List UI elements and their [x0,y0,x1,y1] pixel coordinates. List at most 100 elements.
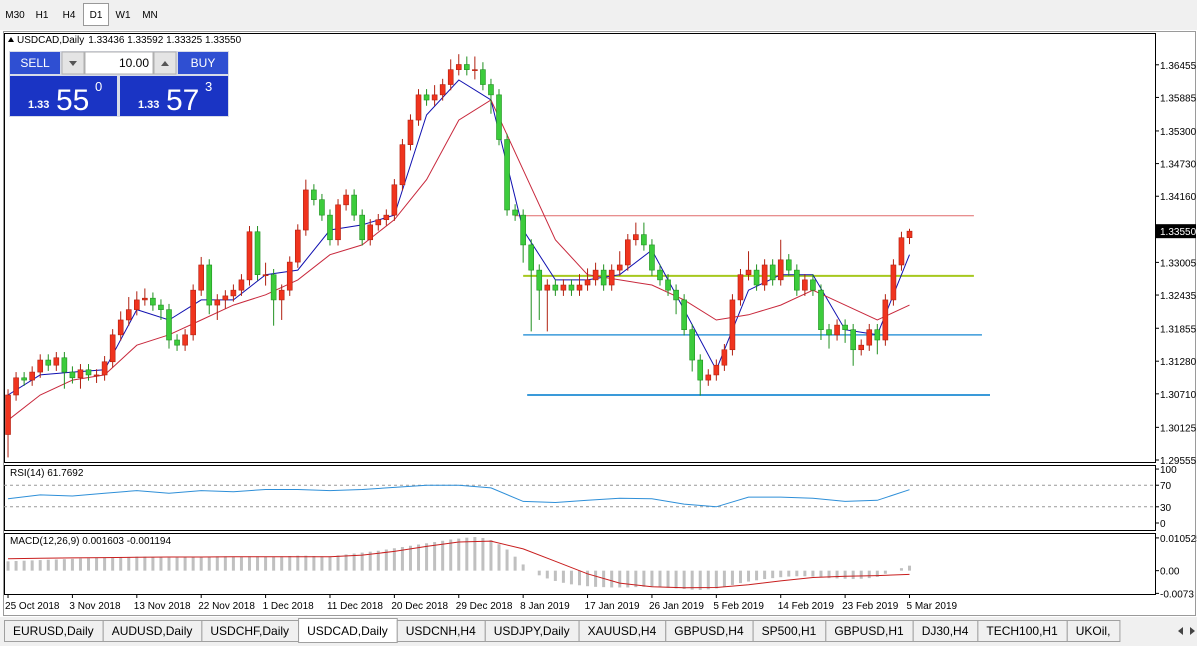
tab-label[interactable]: USDJPY,Daily [494,624,570,638]
tab-label[interactable]: TECH100,H1 [986,624,1058,638]
timeframe-button[interactable] [137,3,163,26]
ask-box[interactable] [120,76,228,116]
candle-body [37,359,44,373]
macd-bar [264,556,268,571]
timeframe-button[interactable] [29,3,55,26]
y-tick-label: 1.34730 [1160,160,1197,171]
x-tick-label: 20 Dec 2018 [391,601,448,612]
buy-button[interactable] [178,52,228,74]
candle-body [769,264,776,281]
macd-bar [690,570,694,590]
tab-label[interactable]: USDCAD,Daily [307,624,388,638]
candle-body [294,229,301,263]
y-tick-label: 100 [1160,465,1177,476]
trade-panel: SELL 10.00 BUY 1.33 55 0 1.33 57 3 [9,51,229,117]
tab-label[interactable]: UKOil, [1076,624,1111,638]
y-tick-label: 0 [1160,519,1166,530]
candle-body [858,344,865,351]
x-tick-label: 14 Feb 2019 [778,601,835,612]
macd-bar [682,570,686,590]
sell-label[interactable]: SELL [20,56,50,70]
y-tick-label: 1.34160 [1160,192,1197,203]
title-arrow [8,37,14,42]
candle-body [53,357,60,366]
volume-field[interactable] [84,51,154,75]
candle-body [278,289,285,301]
macd-bar [658,570,662,588]
timeframe-label[interactable]: MN [142,10,158,21]
y-tick-label: 1.29555 [1160,456,1197,467]
candle-body [343,194,349,206]
x-tick-label: 22 Nov 2018 [198,601,255,612]
macd-bar [908,565,912,571]
candle-body [190,289,196,336]
candle-body [689,329,695,361]
macd-bar [384,549,388,571]
tab-label[interactable]: GBPUSD,H4 [674,624,744,638]
tab-label[interactable]: SP500,H1 [762,624,817,638]
tab-active[interactable] [298,618,398,643]
tab-label[interactable]: XAUUSD,H4 [588,624,657,638]
timeframe-label[interactable]: H4 [63,10,76,21]
candle-body [745,269,752,276]
tab-arrows[interactable] [1178,627,1195,635]
tab-label[interactable]: DJ30,H4 [922,624,969,638]
macd-bar [489,540,493,571]
macd-bar [256,556,260,571]
y-tick-label: 1.35885 [1160,93,1197,104]
macd-bar [54,559,58,571]
timeframe-button[interactable] [56,3,82,26]
toolbar [0,0,1197,30]
candle-body [544,284,551,291]
macd-bar [626,570,630,588]
tab-label[interactable]: USDCHF,Daily [210,624,289,638]
candle-body [335,204,341,241]
x-tick-label: 5 Feb 2019 [713,601,764,612]
timeframe-label[interactable]: M30 [5,10,25,21]
macd-bar [408,545,412,571]
candle-body [834,324,840,336]
x-tick-label: 8 Jan 2019 [520,601,570,612]
candle-body [383,214,390,221]
timeframe-active[interactable] [83,3,109,26]
macd-bar [433,542,437,571]
macd-bar [296,555,300,571]
candle-body [552,284,559,291]
timeframe-label[interactable]: W1 [116,10,131,21]
tab-label[interactable]: GBPUSD,H1 [834,624,904,638]
y-tick-label: 0.010525 [1160,534,1197,545]
sell-button[interactable] [10,52,60,74]
bid-box[interactable] [10,76,117,116]
candle-body [737,274,744,301]
candle-body [13,377,19,396]
timeframe-label[interactable]: D1 [90,10,103,21]
macd-bar [87,558,91,571]
candle-body [592,269,599,281]
macd-bar [288,556,292,571]
tab-label[interactable]: USDCNH,H4 [406,624,476,638]
timeframe-label[interactable]: H1 [36,10,49,21]
macd-bar [795,570,799,577]
timeframe-button[interactable] [110,3,136,26]
candle-body [158,304,164,310]
tab-label[interactable]: EURUSD,Daily [13,624,94,638]
candle-body [713,364,720,376]
macd-bar [239,556,243,571]
candle-body [327,214,333,241]
tab-label[interactable]: AUDUSD,Daily [112,624,193,638]
macd-bar [304,555,308,571]
volume-value[interactable]: 10.00 [119,56,149,70]
tab[interactable] [1066,620,1121,642]
macd-bar [336,555,340,571]
candle-body [818,289,824,330]
candle-body [311,189,317,200]
candle-body [705,374,712,381]
macd-bar [143,556,147,571]
macd-bar [95,557,99,571]
timeframe-button[interactable] [2,3,28,26]
candle-body [560,284,567,291]
macd-bar [859,570,863,579]
buy-label[interactable]: BUY [191,56,216,70]
candle-body [608,269,615,286]
